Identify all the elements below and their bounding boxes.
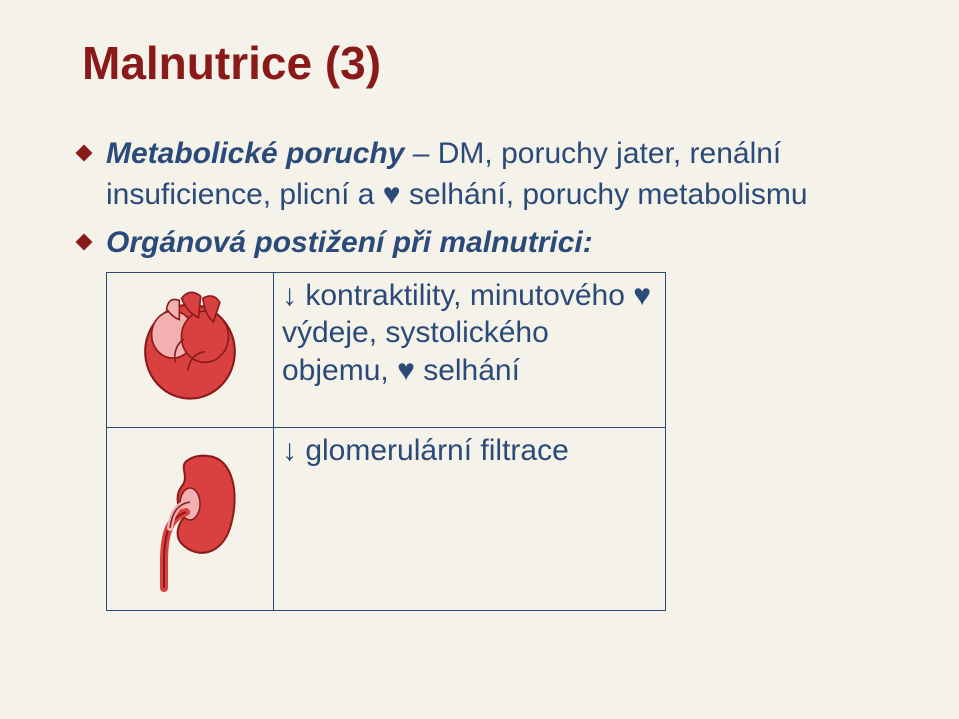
- table-row: ↓ glomerulární filtrace: [107, 427, 666, 610]
- bullet-1-label: Metabolické poruchy: [106, 137, 404, 170]
- heart-icon: [126, 277, 254, 405]
- slide-title: Malnutrice (3): [82, 36, 903, 90]
- heart-cell: [107, 272, 274, 427]
- bullet-item-1: Metabolické poruchy – DM, poruchy jater,…: [72, 134, 903, 215]
- bullet-2-label: Orgánová postižení při malnutrici:: [106, 226, 593, 259]
- bullet-1-text: Metabolické poruchy – DM, poruchy jater,…: [106, 134, 903, 215]
- organ-table-wrap: ↓ kontraktility, minutového ♥ výdeje, sy…: [106, 272, 903, 611]
- content-area: Metabolické poruchy – DM, poruchy jater,…: [72, 134, 903, 611]
- diamond-bullet-icon: [76, 234, 93, 251]
- bullet-2-text: Orgánová postižení při malnutrici:: [106, 223, 593, 264]
- diamond-bullet-icon: [76, 145, 93, 162]
- kidney-icon: [130, 432, 250, 592]
- bullet-item-2: Orgánová postižení při malnutrici:: [72, 223, 903, 264]
- organ-table: ↓ kontraktility, minutového ♥ výdeje, sy…: [106, 272, 666, 611]
- kidney-cell: [107, 427, 274, 610]
- kidney-text-cell: ↓ glomerulární filtrace: [274, 427, 666, 610]
- table-row: ↓ kontraktility, minutového ♥ výdeje, sy…: [107, 272, 666, 427]
- slide-container: Malnutrice (3) Metabolické poruchy – DM,…: [0, 0, 959, 719]
- heart-text-cell: ↓ kontraktility, minutového ♥ výdeje, sy…: [274, 272, 666, 427]
